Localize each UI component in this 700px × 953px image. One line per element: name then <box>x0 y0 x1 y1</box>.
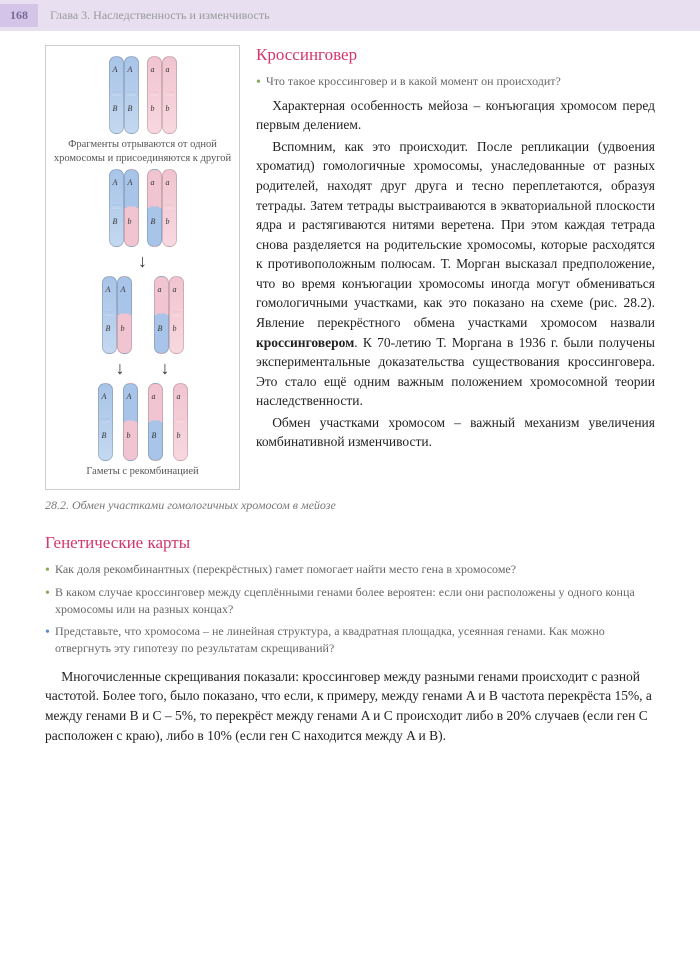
chromatid-recomb: Ab <box>124 169 139 247</box>
arrow-down-icon: ↓ <box>52 251 233 272</box>
chromatid-blue: AB <box>98 383 113 461</box>
text-column: Кроссинговер Что такое кроссинговер и в … <box>256 45 655 490</box>
section-title-crossingover: Кроссинговер <box>256 45 655 65</box>
diagram-stage-2: AB Ab aB ab <box>52 169 233 247</box>
chromatid-pink: ab <box>147 56 162 134</box>
question-item: Что такое кроссинговер и в какой момент … <box>256 73 655 90</box>
chromatid-recomb: Ab <box>123 383 138 461</box>
diagram-stage-4: AB Ab aB ab <box>52 383 233 461</box>
diagram-stage-1: AB AB ab ab <box>52 56 233 134</box>
chromatid-blue: AB <box>109 56 124 134</box>
figure-caption-outside: 28.2. Обмен участками гомологичных хромо… <box>45 498 655 513</box>
bold-term: кроссинговером <box>256 335 354 350</box>
chromatid-pink: ab <box>169 276 184 354</box>
question-item: Представьте, что хромосома – не линейная… <box>45 623 655 657</box>
chromatid-recomb: aB <box>154 276 169 354</box>
chromatid-pink: ab <box>173 383 188 461</box>
diagram-stage-3: AB Ab aB ab <box>52 276 233 354</box>
top-two-column: AB AB ab ab Фрагменты отрываются от одно… <box>45 45 655 490</box>
chromatid-pink: ab <box>162 169 177 247</box>
page-number: 168 <box>0 4 38 27</box>
question-item: В каком случае кроссинговер между сцеплё… <box>45 584 655 618</box>
figure-caption-bottom: Гаметы с рекомбинацией <box>52 465 233 479</box>
paragraph: Многочисленные скрещивания показали: кро… <box>45 667 655 745</box>
paragraph-text: Вспомним, как это происходит. После репл… <box>256 139 655 330</box>
page-content: AB AB ab ab Фрагменты отрываются от одно… <box>0 31 700 767</box>
section-genetic-maps: Генетические карты Как доля рекомбинантн… <box>45 533 655 747</box>
chromatid-recomb: Ab <box>117 276 132 354</box>
chromatid-blue: AB <box>102 276 117 354</box>
chromatid-blue: AB <box>109 169 124 247</box>
paragraph: Вспомним, как это происходит. После репл… <box>256 137 655 411</box>
question-item: Как доля рекомбинантных (перекрёстных) г… <box>45 561 655 578</box>
paragraph: Характерная особенность мейоза – конъюга… <box>256 96 655 135</box>
section-title-genetic-maps: Генетические карты <box>45 533 655 553</box>
figure-caption-top: Фрагменты отрываются от одной хромосомы … <box>52 138 233 165</box>
chromatid-blue: AB <box>124 56 139 134</box>
page-header: 168 Глава 3. Наследственность и изменчив… <box>0 0 700 31</box>
chromatid-pink: ab <box>162 56 177 134</box>
chromosome-diagram: AB AB ab ab Фрагменты отрываются от одно… <box>45 45 240 490</box>
paragraph: Обмен участками хромосом – важный механи… <box>256 413 655 452</box>
chromatid-recomb: aB <box>147 169 162 247</box>
chromatid-recomb: aB <box>148 383 163 461</box>
chapter-title: Глава 3. Наследственность и изменчивость <box>50 8 270 23</box>
figure-column: AB AB ab ab Фрагменты отрываются от одно… <box>45 45 240 490</box>
questions-block: Как доля рекомбинантных (перекрёстных) г… <box>45 561 655 657</box>
arrow-down-icon: ↓ ↓ <box>52 358 233 379</box>
